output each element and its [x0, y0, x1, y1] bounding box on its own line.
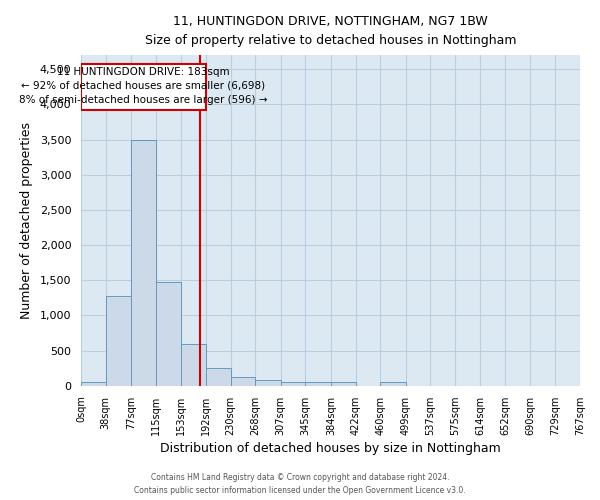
Bar	[131, 140, 156, 386]
X-axis label: Distribution of detached houses by size in Nottingham: Distribution of detached houses by size …	[160, 442, 501, 455]
Text: 8% of semi-detached houses are larger (596) →: 8% of semi-detached houses are larger (5…	[19, 94, 268, 104]
Bar	[81, 64, 206, 110]
Text: Contains HM Land Registry data © Crown copyright and database right 2024.
Contai: Contains HM Land Registry data © Crown c…	[134, 474, 466, 495]
Text: ← 92% of detached houses are smaller (6,698): ← 92% of detached houses are smaller (6,…	[22, 80, 266, 90]
Bar	[331, 382, 356, 386]
Bar	[305, 382, 331, 386]
Text: 11 HUNTINGDON DRIVE: 183sqm: 11 HUNTINGDON DRIVE: 183sqm	[57, 66, 230, 76]
Bar	[380, 382, 406, 386]
Bar	[230, 376, 256, 386]
Bar	[81, 382, 106, 386]
Y-axis label: Number of detached properties: Number of detached properties	[20, 122, 33, 319]
Bar	[156, 282, 181, 386]
Bar	[206, 368, 230, 386]
Bar	[256, 380, 281, 386]
Bar	[281, 382, 305, 386]
Bar	[181, 344, 206, 386]
Title: 11, HUNTINGDON DRIVE, NOTTINGHAM, NG7 1BW
Size of property relative to detached : 11, HUNTINGDON DRIVE, NOTTINGHAM, NG7 1B…	[145, 15, 516, 47]
Bar	[106, 296, 131, 386]
